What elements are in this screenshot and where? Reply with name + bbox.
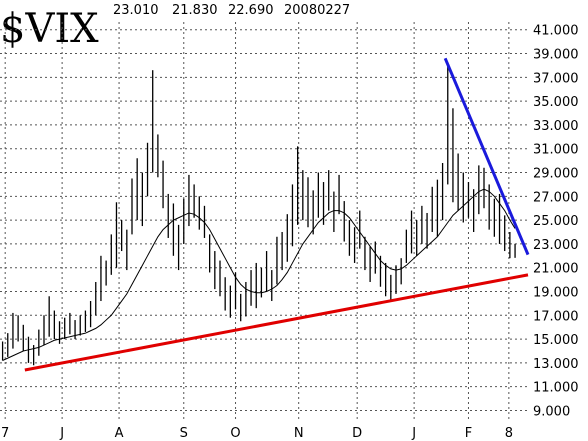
y-tick-label: 39.000 xyxy=(533,48,579,63)
x-tick-label: O xyxy=(230,426,240,441)
y-tick-label: 9.000 xyxy=(533,404,570,419)
y-tick-label: 31.000 xyxy=(533,143,579,158)
y-tick-label: 37.000 xyxy=(533,71,579,86)
y-tick-label: 27.000 xyxy=(533,190,579,205)
x-tick-label: 8 xyxy=(505,426,513,441)
stat: 22.690 xyxy=(228,3,274,18)
x-tick-label: S xyxy=(180,426,188,441)
x-tick-label: F xyxy=(465,426,472,441)
y-tick-label: 15.000 xyxy=(533,333,579,348)
y-tick-label: 21.000 xyxy=(533,262,579,277)
y-tick-label: 33.000 xyxy=(533,119,579,134)
y-tick-label: 11.000 xyxy=(533,381,579,396)
stat: 21.830 xyxy=(172,3,218,18)
trendline xyxy=(443,57,530,256)
y-tick-label: 29.000 xyxy=(533,167,579,182)
date: 20080227 xyxy=(284,3,350,18)
chart-title: $VIX xyxy=(0,6,99,52)
x-tick-label: D xyxy=(352,426,362,441)
y-tick-label: 35.000 xyxy=(533,95,579,110)
x-tick-label: J xyxy=(59,426,64,441)
y-tick-label: 23.000 xyxy=(533,238,579,253)
stat: 23.010 xyxy=(113,3,159,18)
y-tick-label: 13.000 xyxy=(533,357,579,372)
x-tick-label: N xyxy=(294,426,304,441)
y-tick-label: 41.000 xyxy=(533,24,579,39)
x-tick-label: 7 xyxy=(1,426,9,441)
y-tick-label: 17.000 xyxy=(533,309,579,324)
y-tick-label: 19.000 xyxy=(533,286,579,301)
y-tick-label: 25.000 xyxy=(533,214,579,229)
moving-average xyxy=(2,188,516,361)
x-tick-label: J xyxy=(411,426,416,441)
x-tick-label: A xyxy=(115,426,124,441)
trendline xyxy=(24,273,529,372)
